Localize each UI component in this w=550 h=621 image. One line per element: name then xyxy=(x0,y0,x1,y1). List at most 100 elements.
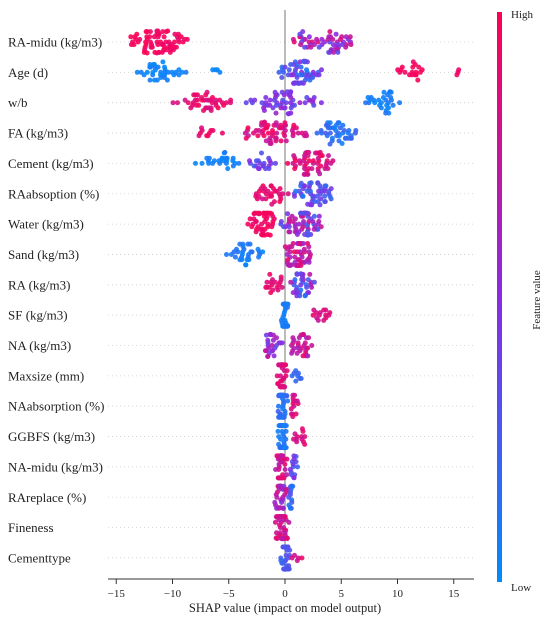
shap-point xyxy=(255,246,261,252)
feature-label: RAabsoption (%) xyxy=(8,186,99,201)
shap-point xyxy=(327,141,333,147)
shap-point xyxy=(255,133,261,139)
shap-point xyxy=(327,310,333,316)
shap-point xyxy=(275,287,281,293)
shap-point xyxy=(266,155,272,161)
shap-point xyxy=(294,558,300,564)
shap-point xyxy=(293,378,299,384)
shap-point xyxy=(301,246,307,252)
shap-point xyxy=(208,108,214,113)
shap-point xyxy=(318,224,324,230)
shap-point xyxy=(343,34,349,40)
shap-point xyxy=(257,226,263,232)
shap-point xyxy=(353,128,359,133)
shap-point xyxy=(279,284,285,290)
shap-point xyxy=(144,50,150,56)
shap-point xyxy=(147,77,153,83)
shap-point xyxy=(267,271,273,277)
shap-point xyxy=(237,241,243,247)
shap-point xyxy=(284,301,290,307)
shap-point xyxy=(286,263,292,268)
shap-point xyxy=(316,219,322,224)
shap-point xyxy=(381,89,387,95)
shap-point xyxy=(286,67,292,73)
feature-label: RA-midu (kg/m3) xyxy=(8,35,102,50)
shap-point xyxy=(256,166,262,172)
shap-point xyxy=(335,49,341,55)
shap-point xyxy=(219,155,225,161)
shap-point xyxy=(302,441,308,447)
shap-point xyxy=(333,31,339,37)
shap-point xyxy=(284,89,290,95)
shap-points xyxy=(128,28,462,572)
shap-point xyxy=(296,241,302,246)
shap-point xyxy=(155,42,161,48)
shap-point xyxy=(285,160,291,166)
shap-point xyxy=(259,150,264,156)
shap-point xyxy=(191,92,197,98)
shap-point xyxy=(291,453,297,459)
shap-point xyxy=(292,552,297,558)
shap-point xyxy=(316,44,322,50)
shap-point xyxy=(195,97,200,103)
shap-point xyxy=(161,34,167,40)
shap-point xyxy=(262,348,268,354)
shap-point xyxy=(302,293,308,299)
shap-point xyxy=(286,111,292,117)
shap-point xyxy=(310,158,316,164)
shap-point xyxy=(278,384,284,390)
shap-point xyxy=(282,461,288,467)
shap-point xyxy=(204,155,210,161)
shap-point xyxy=(282,64,288,70)
feature-label: GGBFS (kg/m3) xyxy=(8,429,95,444)
shap-point xyxy=(128,42,134,48)
shap-point xyxy=(268,332,273,337)
shap-point xyxy=(390,102,396,108)
shap-point xyxy=(158,75,164,80)
shap-point xyxy=(176,67,182,73)
shap-point xyxy=(134,69,140,75)
shap-point xyxy=(199,95,204,100)
shap-point xyxy=(243,135,249,141)
feature-label: RA (kg/m3) xyxy=(8,277,70,292)
shap-point xyxy=(280,453,285,459)
feature-label: Cement (kg/m3) xyxy=(8,156,94,171)
shap-point xyxy=(341,128,347,133)
shap-point xyxy=(261,133,267,139)
shap-point xyxy=(273,120,279,126)
shap-point xyxy=(277,199,283,205)
shap-point xyxy=(363,100,369,106)
shap-point xyxy=(195,92,200,98)
shap-point xyxy=(204,133,210,139)
shap-point xyxy=(279,499,285,505)
shap-point xyxy=(322,199,328,205)
shap-point xyxy=(230,163,236,169)
shap-point xyxy=(324,158,330,164)
shap-point xyxy=(342,135,348,141)
shap-point xyxy=(165,69,171,75)
shap-point xyxy=(288,62,294,67)
shap-point xyxy=(397,100,403,106)
shap-point xyxy=(243,262,249,268)
shap-point xyxy=(319,67,324,73)
shap-point xyxy=(137,36,143,42)
shap-point xyxy=(288,406,294,412)
shap-point xyxy=(309,284,315,290)
shap-point xyxy=(282,133,288,139)
shap-point xyxy=(301,219,306,224)
shap-point xyxy=(251,163,257,169)
shap-point xyxy=(252,97,258,103)
shap-point xyxy=(399,64,405,70)
shap-point xyxy=(317,171,323,177)
shap-point xyxy=(276,475,281,481)
shap-point xyxy=(326,153,331,159)
shap-point xyxy=(262,232,268,238)
x-tick-label: 5 xyxy=(339,588,345,600)
shap-point xyxy=(265,354,271,359)
shap-point xyxy=(311,42,317,48)
shap-point xyxy=(248,97,254,103)
shap-point xyxy=(317,202,323,208)
feature-label: SF (kg/m3) xyxy=(8,308,68,323)
feature-label: Age (d) xyxy=(8,65,48,80)
shap-point xyxy=(196,133,202,139)
